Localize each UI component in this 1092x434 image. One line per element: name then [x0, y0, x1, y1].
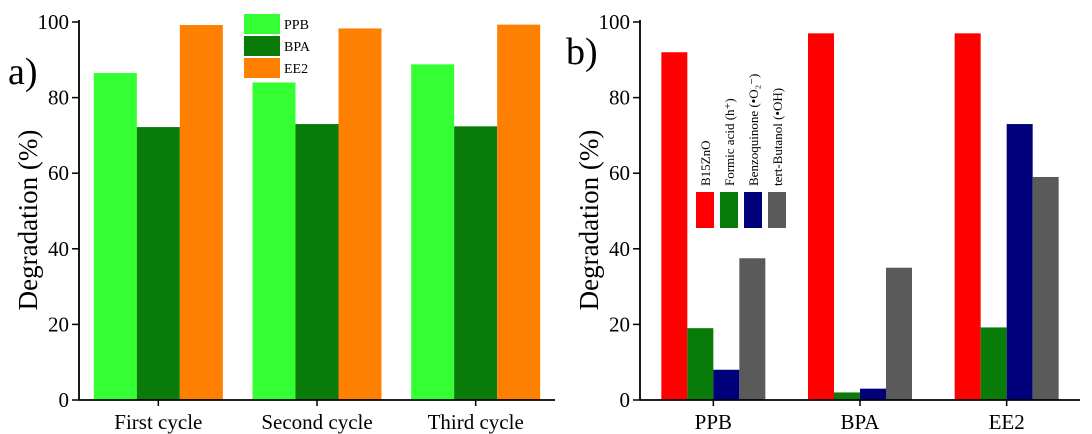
- legend-label: EE2: [284, 62, 308, 77]
- bar-0-0-0: [93, 73, 137, 400]
- panel-b-legend: B15ZnO Formic acid (h⁺) Benzoquinone (•O₂⁻…: [696, 74, 786, 228]
- y-tick-label: 60: [48, 161, 69, 185]
- bar-1-2-3: [1032, 176, 1059, 400]
- x-tick-label: Third cycle: [428, 410, 524, 434]
- panel-b-bars: [661, 33, 1059, 401]
- legend-swatch: [244, 14, 280, 34]
- panel-b-chart: b) Degradation (%) PPB BPA EE2 0 20 40 60 80 100…: [566, 10, 1080, 434]
- bar-1-1-2: [860, 388, 886, 400]
- bar-1-2-1: [980, 327, 1007, 400]
- legend-label: BPA: [284, 40, 311, 55]
- bar-0-1-1: [295, 124, 339, 400]
- y-tick-label: 40: [609, 237, 630, 261]
- x-tick-label: EE2: [989, 410, 1025, 434]
- legend-swatch: [696, 192, 714, 228]
- bar-0-2-1: [454, 126, 498, 400]
- x-tick-label: First cycle: [114, 410, 202, 434]
- panel-a-chart: a) Degradation (%) First cycle Second cyc…: [8, 10, 555, 434]
- bar-1-0-2: [713, 369, 740, 400]
- bar-1-0-3: [739, 258, 766, 400]
- legend-swatch: [720, 192, 738, 228]
- legend-label: Benzoquinone (•O₂⁻): [746, 74, 761, 186]
- bar-1-1-0: [808, 33, 834, 401]
- bar-0-2-0: [411, 64, 455, 400]
- x-tick-label: Second cycle: [261, 410, 372, 434]
- bar-0-2-2: [497, 24, 541, 401]
- legend-label: B15ZnO: [698, 141, 713, 187]
- legend-swatch: [244, 58, 280, 78]
- panel-b-y-axis-label: Degradation (%): [574, 130, 604, 311]
- y-tick-label: 0: [59, 388, 70, 412]
- y-tick-label: 80: [609, 86, 630, 110]
- bar-1-1-3: [886, 267, 912, 400]
- legend-label: tert-Butanol (•OH): [770, 88, 785, 186]
- y-tick-label: 100: [599, 10, 631, 34]
- x-tick-label: BPA: [841, 410, 881, 434]
- panel-b-label: b): [566, 31, 598, 73]
- y-tick-label: 20: [48, 312, 69, 336]
- bar-0-0-1: [136, 127, 180, 401]
- bar-0-1-2: [338, 28, 382, 401]
- bar-1-0-0: [661, 52, 688, 401]
- panel-b-axes: PPB BPA EE2 0 20 40 60 80 100: [599, 10, 1080, 434]
- bar-1-2-2: [1006, 124, 1033, 400]
- panel-a-y-axis-label: Degradation (%): [13, 130, 43, 311]
- bar-1-1-1: [834, 392, 860, 400]
- y-tick-label: 80: [48, 86, 69, 110]
- y-tick-label: 20: [609, 312, 630, 336]
- y-tick-label: 60: [609, 161, 630, 185]
- panel-a-label: a): [8, 51, 38, 93]
- panel-a-bars: [93, 24, 541, 401]
- x-tick-label: PPB: [695, 410, 732, 434]
- bar-0-1-0: [252, 82, 296, 400]
- bar-1-2-0: [954, 33, 981, 401]
- y-tick-label: 40: [48, 237, 69, 261]
- panel-a-legend: PPB BPA EE2: [244, 14, 311, 78]
- y-tick-label: 100: [38, 10, 70, 34]
- bar-1-0-1: [687, 328, 714, 400]
- panel-a-axes: First cycle Second cycle Third cycle 0 20 40 6…: [38, 10, 555, 434]
- legend-swatch: [244, 36, 280, 56]
- bar-0-0-2: [179, 25, 223, 401]
- legend-swatch: [744, 192, 762, 228]
- y-tick-label: 0: [620, 388, 631, 412]
- legend-swatch: [768, 192, 786, 228]
- legend-label: Formic acid (h⁺): [722, 98, 737, 186]
- legend-label: PPB: [284, 18, 309, 33]
